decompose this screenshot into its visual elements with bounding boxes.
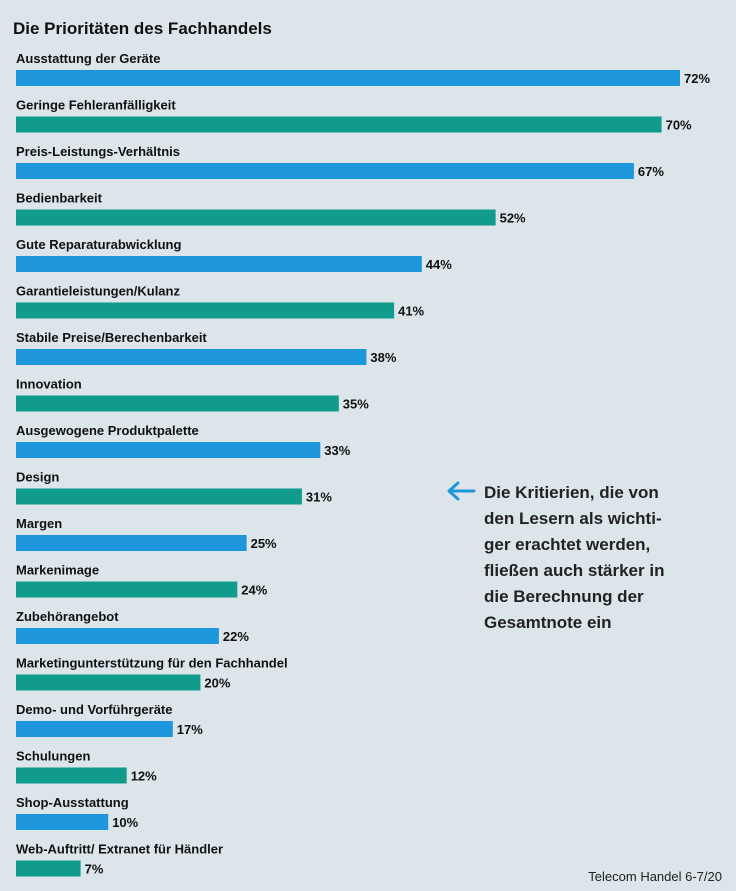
bar: [16, 442, 321, 458]
category-label: Schulungen: [16, 749, 90, 764]
bar: [16, 535, 247, 551]
annotation-text: Die Kritierien, die von den Lesern als w…: [484, 483, 665, 632]
bar: [16, 70, 680, 86]
category-label: Garantieleistungen/Kulanz: [16, 284, 180, 299]
category-label: Markenimage: [16, 563, 99, 578]
value-label: 22%: [223, 629, 249, 644]
category-label: Shop-Ausstattung: [16, 795, 129, 810]
category-label: Gute Reparaturabwicklung: [16, 237, 181, 252]
value-label: 12%: [131, 769, 157, 784]
category-label: Ausstattung der Geräte: [16, 51, 160, 66]
value-label: 35%: [343, 397, 369, 412]
bar: [16, 860, 81, 877]
value-label: 24%: [241, 583, 267, 598]
bar: [16, 814, 109, 830]
category-label: Stabile Preise/Berechenbarkeit: [16, 330, 207, 345]
bar: [16, 116, 662, 133]
value-label: 70%: [666, 118, 692, 133]
value-label: 52%: [500, 211, 526, 226]
value-label: 44%: [426, 257, 452, 272]
bar: [16, 488, 302, 505]
source-credit: Telecom Handel 6-7/20: [588, 869, 722, 884]
category-label: Preis-Leistungs-Verhältnis: [16, 144, 180, 159]
bar: [16, 674, 201, 691]
value-label: 20%: [204, 676, 230, 691]
value-label: 33%: [324, 443, 350, 458]
bar: [16, 767, 127, 784]
bar: [16, 163, 634, 179]
category-label: Marketingunterstützung für den Fachhande…: [16, 656, 288, 671]
value-label: 7%: [85, 862, 104, 877]
arrow-left-icon: [447, 481, 476, 501]
value-label: 31%: [306, 490, 332, 505]
value-label: 17%: [177, 722, 203, 737]
bar: [16, 628, 219, 644]
category-label: Geringe Fehleranfälligkeit: [16, 98, 176, 113]
value-label: 72%: [684, 71, 710, 86]
value-label: 10%: [112, 815, 138, 830]
bar: [16, 209, 496, 226]
value-label: 25%: [251, 536, 277, 551]
category-label: Web-Auftritt/ Extranet für Händler: [16, 842, 223, 857]
bar: [16, 721, 173, 737]
category-label: Bedienbarkeit: [16, 191, 103, 206]
chart-title: Die Prioritäten des Fachhandels: [13, 19, 272, 38]
bar: [16, 256, 422, 272]
bar: [16, 395, 339, 412]
bar-group: Ausstattung der Geräte 72% Geringe Fehlera…: [16, 51, 710, 877]
value-label: 41%: [398, 304, 424, 319]
category-label: Ausgewogene Produktpalette: [16, 423, 199, 438]
category-label: Demo- und Vorführgeräte: [16, 702, 173, 717]
value-label: 38%: [370, 350, 396, 365]
bar: [16, 302, 395, 319]
value-label: 67%: [638, 164, 664, 179]
category-label: Margen: [16, 516, 62, 531]
category-label: Design: [16, 470, 59, 485]
bar: [16, 349, 367, 365]
bar: [16, 581, 238, 598]
category-label: Zubehörangebot: [16, 609, 119, 624]
category-label: Innovation: [16, 377, 82, 392]
